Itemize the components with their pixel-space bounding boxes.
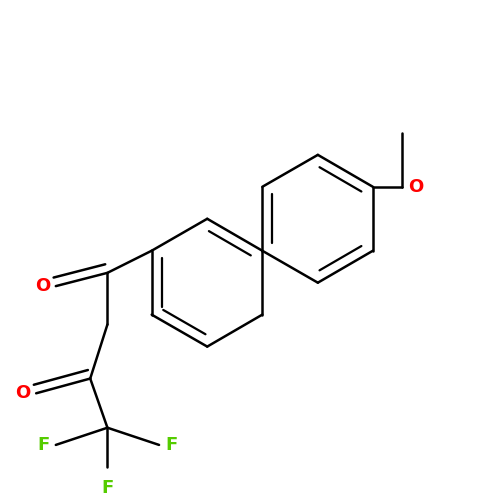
Text: F: F [165,436,177,454]
Text: O: O [408,178,424,196]
Text: F: F [102,480,114,498]
Text: F: F [38,436,50,454]
Text: O: O [15,384,30,402]
Text: O: O [34,277,50,295]
